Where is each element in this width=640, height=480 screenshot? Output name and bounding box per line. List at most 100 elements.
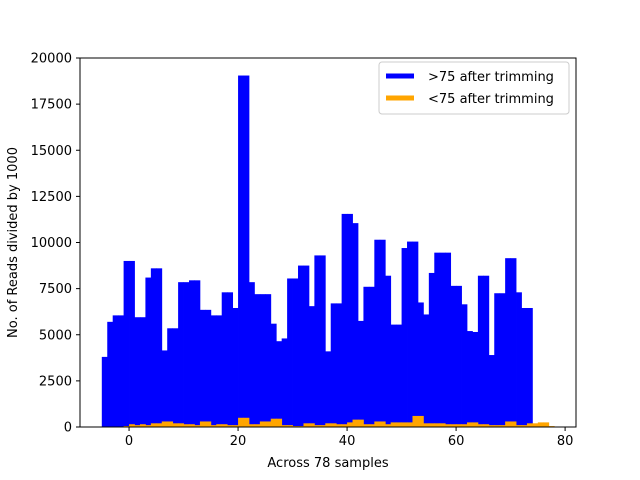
bar [325,423,332,427]
bar [221,292,228,427]
bar [516,425,522,427]
bar [129,424,135,427]
bar [379,421,386,427]
bar [385,424,392,427]
bar [270,418,277,427]
bar [505,421,511,427]
bar [145,277,152,427]
bar [205,421,212,427]
bar [472,331,479,427]
y-tick-label: 10000 [31,236,72,251]
bar [472,422,479,427]
bar [423,314,430,427]
bar [314,255,321,427]
bar [374,239,381,427]
bar [505,258,511,427]
bar [248,282,255,427]
bar [456,285,462,427]
y-tick-label: 20000 [31,52,72,67]
bar [401,248,408,427]
bar [526,423,533,427]
series-above-75-bars [101,75,533,427]
bar [412,241,419,427]
bar [216,315,223,427]
bar [521,307,528,427]
bar [134,425,141,427]
bar [270,323,277,427]
bar [439,423,446,427]
bar [194,425,201,427]
bar [298,265,304,427]
bar [461,304,468,427]
bar [243,75,250,427]
x-axis-label: Across 78 samples [267,456,388,471]
bar [439,252,446,427]
y-axis-ticks: 0 2500 5000 7500 10000 12500 15000 17500 20000 [31,52,80,436]
bar [407,422,413,427]
bar [434,423,441,427]
bar [281,425,288,427]
bar [477,275,484,427]
bar [178,282,184,427]
bar [319,425,326,427]
bar [543,422,550,427]
y-tick-label: 0 [64,421,72,436]
bar [167,421,174,427]
bar [205,309,212,427]
bar [107,321,114,427]
bar [466,422,473,427]
bar [379,239,386,427]
bar [265,421,272,427]
bar [532,423,539,427]
bar [134,317,141,427]
bar [189,280,195,427]
bar [494,293,501,427]
bar [407,241,413,427]
bar [330,423,337,427]
legend-box [378,61,570,115]
bar [194,280,201,427]
bar [401,422,408,427]
plot-frame [79,57,577,428]
bar [238,417,244,427]
bar [139,317,146,427]
bar [336,303,343,427]
bar [494,425,501,427]
y-tick-label: 12500 [31,190,72,205]
bar [216,424,223,427]
bar [150,423,157,427]
legend-label-above-75: >75 after trimming [428,70,554,85]
bar [308,306,315,427]
bar [412,415,419,427]
bar [385,275,392,427]
bar [325,351,332,427]
bar [417,415,424,427]
bar [172,328,179,427]
bar [259,421,266,427]
y-axis-label: No. of Reads divided by 1000 [6,147,21,338]
bar [199,421,206,427]
bar [238,75,244,427]
bar [156,423,163,427]
bar [210,425,217,427]
bar [161,421,168,427]
bar [516,292,522,427]
bar [112,315,119,427]
bar [308,423,315,427]
bar [254,424,261,427]
y-tick-label: 15000 [31,144,72,159]
bar [499,425,506,427]
bar [276,418,283,427]
bar [537,422,544,427]
bar [161,350,168,427]
bar [488,355,495,427]
bar [488,425,495,427]
bar [456,424,462,427]
bar [445,252,452,427]
series-below-75-bars [123,415,555,427]
bar [254,294,261,427]
bar [139,424,146,427]
bar [183,282,190,427]
bar [423,423,430,427]
bar [483,275,490,427]
